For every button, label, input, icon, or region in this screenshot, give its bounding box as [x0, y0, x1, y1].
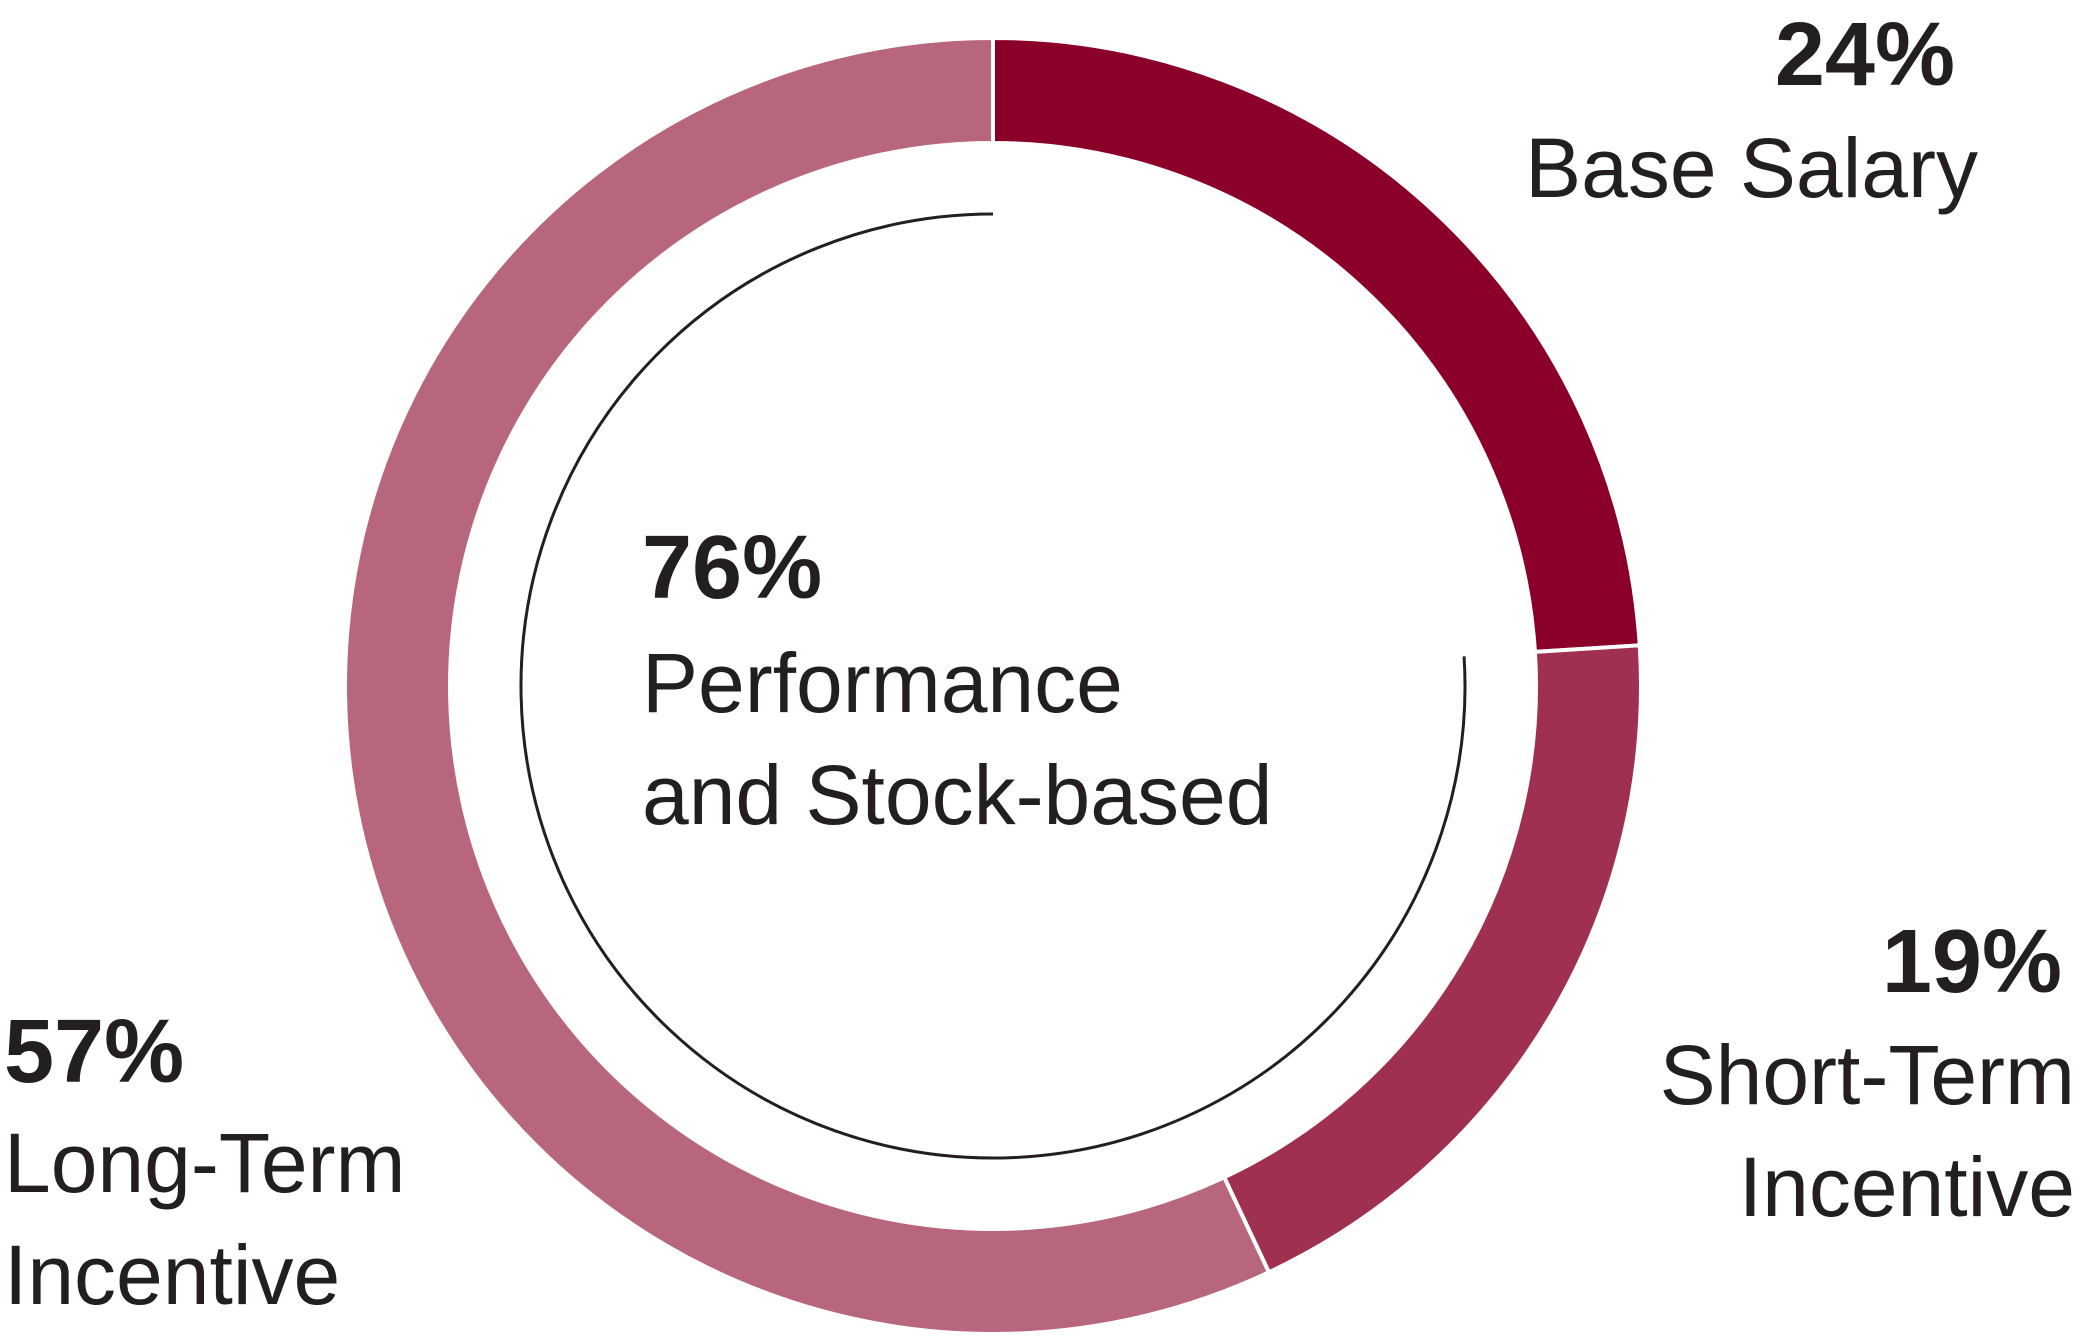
slice-name-long-term-incentive-line1: Long-Term — [4, 1116, 406, 1210]
slice-label-long-term-incentive: 57% Long-Term Incentive — [4, 1002, 406, 1322]
slice-value-short-term-incentive: 19% — [1882, 912, 2062, 1012]
slice-value-long-term-incentive: 57% — [4, 1002, 184, 1102]
donut-slice-short-term-incentive — [1221, 643, 1643, 1275]
performance-arc — [519, 212, 1467, 1160]
slice-name-base-salary: Base Salary — [1525, 121, 1978, 215]
center-value: 76% — [642, 518, 822, 618]
slice-value-base-salary: 24% — [1775, 5, 1955, 105]
center-label-line1: Performance — [642, 636, 1123, 730]
slice-name-short-term-incentive-line2: Incentive — [1739, 1140, 2075, 1234]
slice-label-base-salary: 24% Base Salary — [1525, 5, 1978, 215]
slice-name-long-term-incentive-line2: Incentive — [4, 1228, 340, 1322]
slice-label-short-term-incentive: 19% Short-Term Incentive — [1660, 912, 2075, 1234]
donut-slices — [343, 35, 1643, 1336]
donut-slice-long-term-incentive — [343, 35, 1272, 1336]
center-annotation: 76% Performance and Stock-based — [642, 518, 1272, 842]
slice-name-short-term-incentive-line1: Short-Term — [1660, 1028, 2075, 1122]
center-label-line2: and Stock-based — [642, 748, 1272, 842]
